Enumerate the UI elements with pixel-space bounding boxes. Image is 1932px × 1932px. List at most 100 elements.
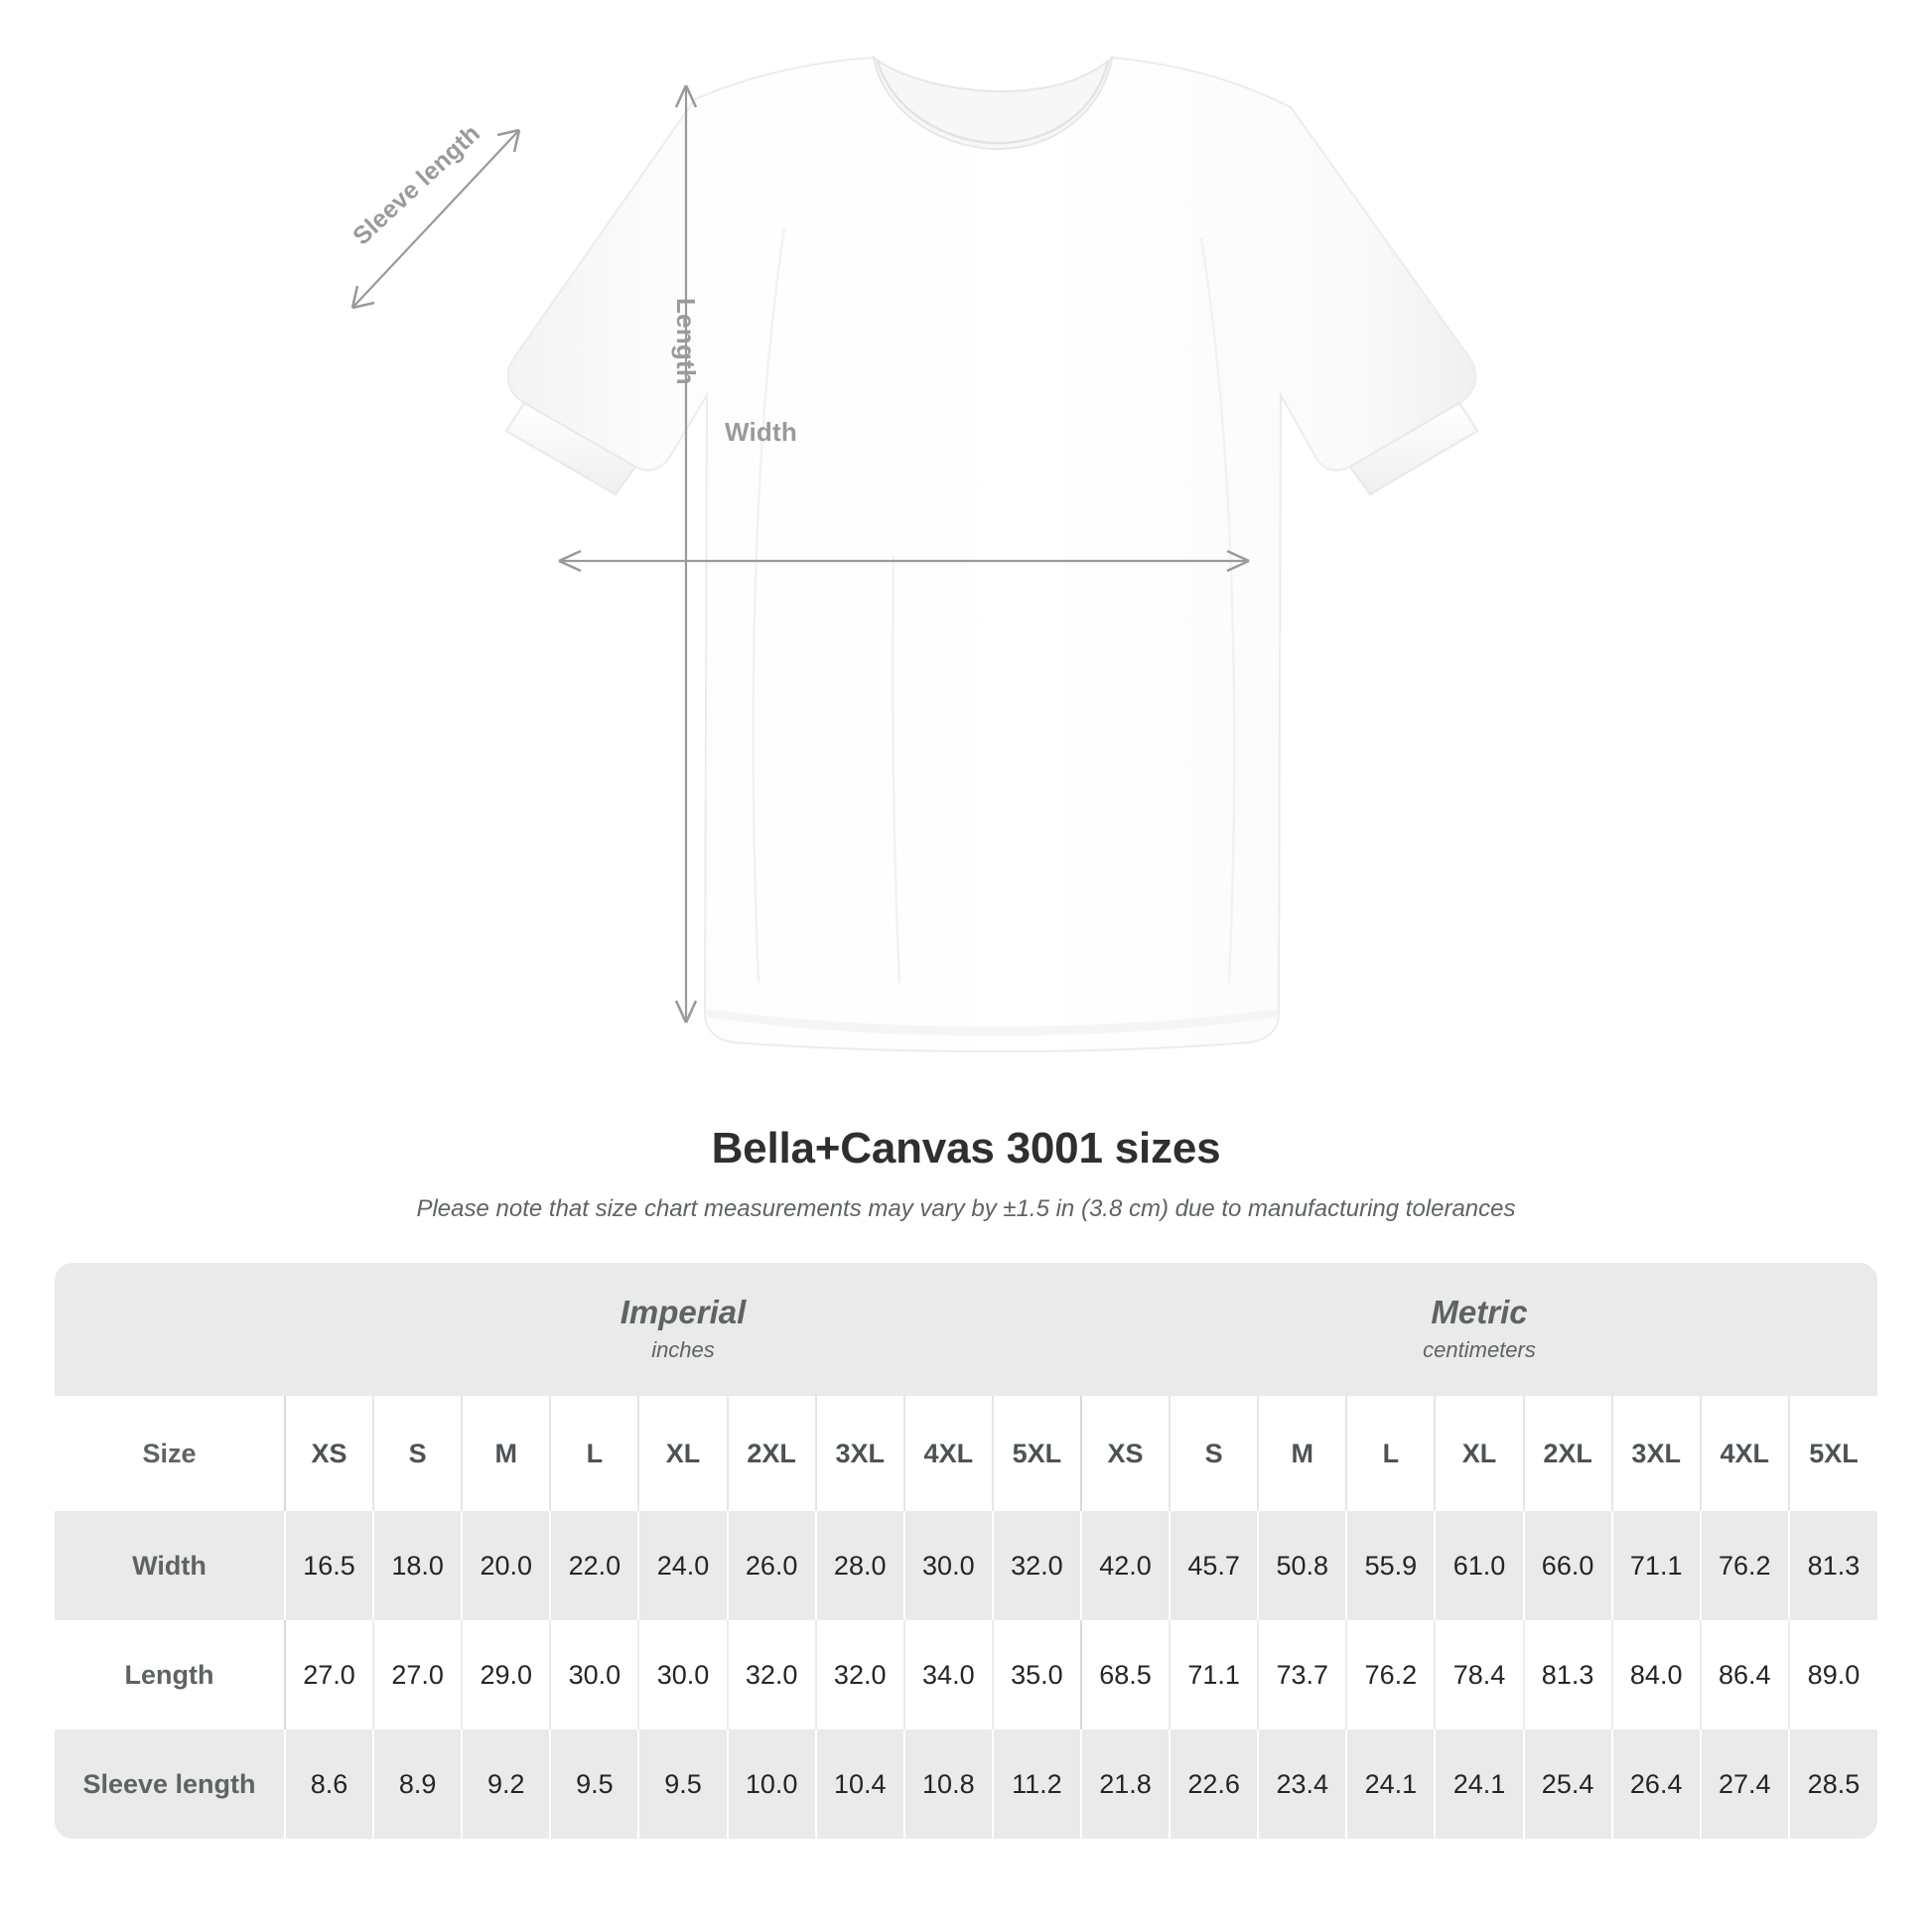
width-label: Width [725,417,797,447]
unit-group-name: Imperial [620,1293,747,1330]
size-header-xs-imperial: XS [283,1396,374,1511]
cell-sleeve-length-3xl-imperial: 10.4 [814,1729,904,1839]
size-header-3xl-imperial: 3XL [814,1396,904,1511]
cell-width-xl-imperial: 24.0 [637,1511,728,1620]
unit-group-name: Metric [1431,1293,1528,1330]
size-header-xl-imperial: XL [637,1396,728,1511]
size-table-container: Imperial inches Metric centimeters Size XS S M L… [55,1263,1877,1839]
dimension-lines [350,84,1250,1024]
cell-sleeve-length-l-metric: 24.1 [1345,1729,1436,1839]
cell-sleeve-length-xs-metric: 21.8 [1079,1729,1171,1839]
table-row: Length 27.0 27.0 29.0 30.0 30.0 32.0 32.0 34.0 35… [55,1620,1877,1729]
size-header-2xl-imperial: 2XL [726,1396,816,1511]
tshirt-illustration: Sleeve length Length Width [347,55,1479,1052]
right-sleeve-hem [1348,401,1479,496]
width-arrow-right [1226,549,1250,573]
cell-sleeve-length-5xl-imperial: 11.2 [991,1729,1081,1839]
size-header-s-imperial: S [372,1396,463,1511]
fabric-folds [752,227,1236,984]
cell-length-xs-imperial: 27.0 [283,1620,374,1729]
cell-width-5xl-metric: 81.3 [1787,1511,1877,1620]
length-arrow-top [674,84,698,108]
cell-width-3xl-imperial: 28.0 [814,1511,904,1620]
cell-length-xl-metric: 78.4 [1434,1620,1524,1729]
cell-length-2xl-imperial: 32.0 [726,1620,816,1729]
page-title: Bella+Canvas 3001 sizes [711,1124,1221,1173]
cell-sleeve-length-m-imperial: 9.2 [461,1729,551,1839]
cell-sleeve-length-4xl-metric: 27.4 [1699,1729,1789,1839]
cell-sleeve-length-xl-imperial: 9.5 [637,1729,728,1839]
table-row: Sleeve length 8.6 8.9 9.2 9.5 9.5 10.0 10.4 10.8… [55,1729,1877,1839]
size-header-xs-metric: XS [1079,1396,1171,1511]
size-header-4xl-metric: 4XL [1699,1396,1789,1511]
cell-sleeve-length-3xl-metric: 26.4 [1610,1729,1701,1839]
size-header-l-imperial: L [549,1396,639,1511]
cell-length-4xl-metric: 86.4 [1699,1620,1789,1729]
size-header-4xl-imperial: 4XL [902,1396,993,1511]
shirt-bottom-hem [705,1009,1279,1036]
cell-width-m-metric: 50.8 [1257,1511,1347,1620]
row-label-width: Width [55,1511,285,1620]
cell-sleeve-length-m-metric: 23.4 [1257,1729,1347,1839]
cell-sleeve-length-xl-metric: 24.1 [1434,1729,1524,1839]
cell-length-s-imperial: 27.0 [372,1620,463,1729]
sleeve-arrow-bottom [350,285,375,310]
size-header-m-metric: M [1257,1396,1347,1511]
cell-sleeve-length-2xl-imperial: 10.0 [726,1729,816,1839]
cell-sleeve-length-4xl-imperial: 10.8 [902,1729,993,1839]
cell-length-3xl-metric: 84.0 [1610,1620,1701,1729]
cell-length-l-metric: 76.2 [1345,1620,1436,1729]
unit-group-row: Imperial inches Metric centimeters [55,1263,1877,1396]
page-subtitle: Please note that size chart measurements… [416,1195,1516,1222]
cell-length-xl-imperial: 30.0 [637,1620,728,1729]
size-header-label: Size [55,1396,285,1511]
cell-width-m-imperial: 20.0 [461,1511,551,1620]
left-sleeve-hem [504,401,637,496]
cell-length-xs-metric: 68.5 [1079,1620,1171,1729]
width-arrow-left [558,549,582,573]
cell-width-l-imperial: 22.0 [549,1511,639,1620]
size-table: Imperial inches Metric centimeters Size XS S M L… [55,1263,1877,1839]
sleeve-dimension-line [351,129,520,309]
unit-group-subtitle: inches [651,1337,715,1363]
cell-width-4xl-metric: 76.2 [1699,1511,1789,1620]
cell-width-xs-metric: 42.0 [1079,1511,1171,1620]
cell-length-m-metric: 73.7 [1257,1620,1347,1729]
cell-length-4xl-imperial: 34.0 [902,1620,993,1729]
cell-sleeve-length-s-metric: 22.6 [1169,1729,1259,1839]
size-header-2xl-metric: 2XL [1522,1396,1612,1511]
cell-width-4xl-imperial: 30.0 [902,1511,993,1620]
cell-width-2xl-imperial: 26.0 [726,1511,816,1620]
cell-width-xl-metric: 61.0 [1434,1511,1524,1620]
unit-group-metric: Metric centimeters [1080,1263,1877,1396]
table-row: Width 16.5 18.0 20.0 22.0 24.0 26.0 28.0 30.0 32.… [55,1511,1877,1620]
length-label: Length [671,298,701,385]
shirt-body-shape [506,56,1477,1052]
size-header-5xl-metric: 5XL [1787,1396,1877,1511]
collar-inner-line [876,61,1110,145]
size-header-row: Size XS S M L XL 2XL 3XL 4XL 5XL XS S M L XL 2XL 3XL 4XL 5… [55,1396,1877,1511]
cell-length-2xl-metric: 81.3 [1522,1620,1612,1729]
length-arrow-bottom [674,1000,698,1024]
sleeve-arrow-top [496,128,521,153]
size-header-m-imperial: M [461,1396,551,1511]
cell-sleeve-length-xs-imperial: 8.6 [283,1729,374,1839]
unit-group-subtitle: centimeters [1423,1337,1536,1363]
row-label-length: Length [55,1620,285,1729]
size-header-5xl-imperial: 5XL [991,1396,1081,1511]
cell-width-3xl-metric: 71.1 [1610,1511,1701,1620]
size-header-3xl-metric: 3XL [1610,1396,1701,1511]
cell-length-l-imperial: 30.0 [549,1620,639,1729]
cell-sleeve-length-l-imperial: 9.5 [549,1729,639,1839]
row-label-sleeve-length: Sleeve length [55,1729,285,1839]
cell-width-s-imperial: 18.0 [372,1511,463,1620]
cell-sleeve-length-2xl-metric: 25.4 [1522,1729,1612,1839]
cell-length-s-metric: 71.1 [1169,1620,1259,1729]
tshirt-graphic [350,55,1479,1052]
cell-width-5xl-imperial: 32.0 [991,1511,1081,1620]
cell-sleeve-length-5xl-metric: 28.5 [1787,1729,1877,1839]
cell-length-3xl-imperial: 32.0 [814,1620,904,1729]
cell-length-5xl-metric: 89.0 [1787,1620,1877,1729]
size-header-s-metric: S [1169,1396,1259,1511]
